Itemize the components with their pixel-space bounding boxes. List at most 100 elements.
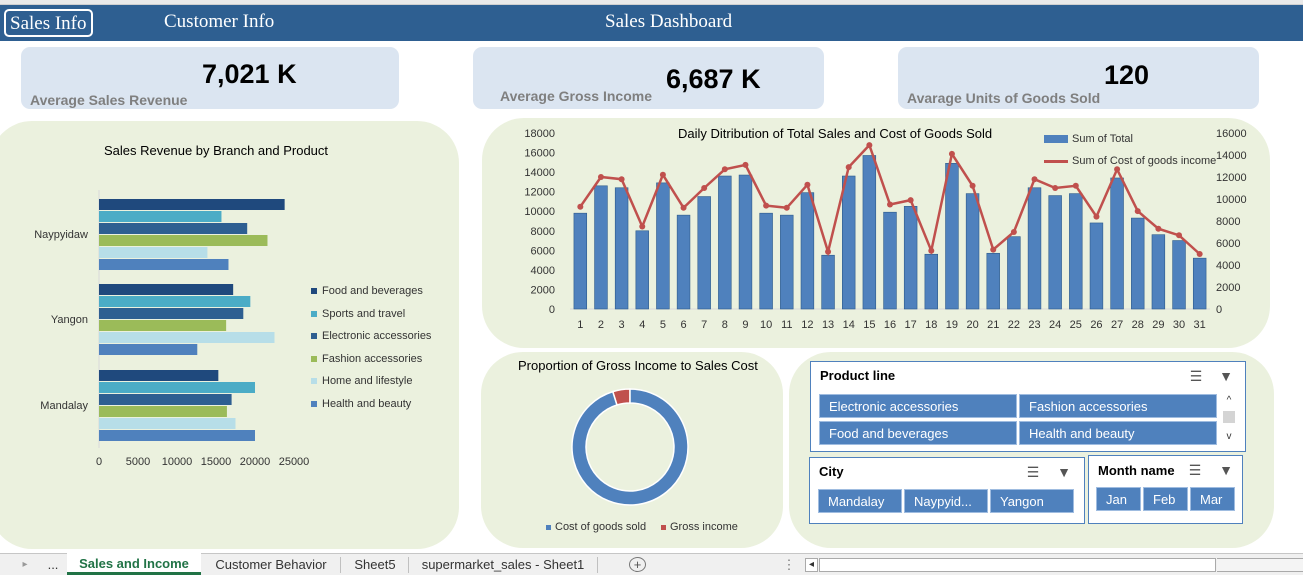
x-tick-label: 25 [1070,319,1082,331]
legend-item-health-and-beauty: Health and beauty [311,397,411,411]
legend-swatch [546,524,551,530]
x-tick-label: 16 [884,319,896,331]
bar-day-9 [738,174,753,310]
slicer-item-mandalay[interactable]: Mandalay [818,489,902,513]
x-tick-label: 31 [1194,319,1206,331]
line-point-day-27 [1114,166,1121,173]
y2-tick-label: 14000 [1216,150,1247,162]
donut-chart-title: Proportion of Gross Income to Sales Cost [518,358,758,373]
slicer-item-feb[interactable]: Feb [1143,487,1188,511]
scroll-left-button[interactable]: ◂ [805,558,818,572]
x-tick-label: 28 [1132,319,1144,331]
kpi-label: Average Sales Revenue [30,92,188,108]
slicer-item-electronic-accessories[interactable]: Electronic accessories [819,394,1017,418]
line-point-day-3 [618,176,625,183]
x-tick-label: 5 [660,319,666,331]
multi-select-icon[interactable]: ☰ [1189,368,1203,384]
add-sheet-button[interactable]: + [629,557,646,572]
x-tick-label: 20 [966,319,978,331]
nav-sales-info-button[interactable]: Sales Info [4,9,93,37]
multi-select-icon[interactable]: ☰ [1188,462,1202,478]
city-slicer: City ☰ ▼ Mandalay Naypyid... Yangon [809,457,1085,524]
tab-supermarket-sales[interactable]: supermarket_sales - Sheet1 [421,557,585,572]
horizontal-scrollbar[interactable] [819,558,1216,572]
bar-naypyidaw-health-and-beauty [99,259,229,270]
tab-sales-and-income[interactable]: Sales and Income [67,553,201,575]
x-tick-label: 17 [905,319,917,331]
tab-sheet5[interactable]: Sheet5 [354,557,396,572]
legend-item-fashion-accessories: Fashion accessories [311,352,422,366]
nav-customer-info-button[interactable]: Customer Info [164,11,275,32]
line-point-day-24 [1052,185,1059,191]
clear-filter-icon[interactable]: ▼ [1219,368,1233,384]
scroll-thumb[interactable] [1223,411,1235,423]
slicer-item-mar[interactable]: Mar [1190,487,1235,511]
bar-day-12 [800,192,815,310]
slicer-item-jan[interactable]: Jan [1096,487,1141,511]
options-icon[interactable]: ⋮ [782,557,796,572]
category-label-yangon: Yangon [51,314,88,326]
bar-naypyidaw-sports-and-travel [99,211,222,222]
line-point-day-31 [1196,251,1203,257]
line-point-day-1 [577,203,584,210]
x-tick-label: 8 [722,319,728,331]
line-point-day-25 [1072,182,1079,189]
x-tick-label: 20000 [240,456,271,468]
y2-tick-label: 2000 [1216,282,1240,294]
tab-customer-behavior[interactable]: Customer Behavior [215,557,327,572]
product-line-slicer-title: Product line [820,368,896,383]
slicer-item-food-and-beverages[interactable]: Food and beverages [819,421,1017,445]
legend-label: Sum of Cost of goods income [1072,155,1217,167]
legend-item-gross-income: Gross income [661,520,738,534]
branch-product-chart-title: Sales Revenue by Branch and Product [104,143,329,158]
y2-tick-label: 0 [1216,304,1222,316]
bar-day-15 [862,155,877,310]
y-tick-label: 14000 [524,167,555,179]
legend-swatch [311,333,317,340]
clear-filter-icon[interactable]: ▼ [1057,464,1071,480]
slicer-scrollbar[interactable]: ^ v [1221,394,1237,445]
line-point-day-17 [907,197,914,204]
x-tick-label: 22 [1008,319,1020,331]
bar-day-8 [718,175,732,310]
line-point-day-13 [825,248,832,255]
x-tick-label: 13 [822,319,834,331]
scroll-up-button[interactable]: ^ [1226,395,1232,406]
y2-tick-label: 8000 [1216,216,1240,228]
slice-cost-of-goods-sold [571,388,689,506]
bar-mandalay-food-and-beverages [99,370,219,381]
product-line-slicer: Product line ☰ ▼ Electronic accessories … [810,361,1246,452]
legend-label: Home and lifestyle [322,375,413,387]
clear-filter-icon[interactable]: ▼ [1219,462,1233,478]
sheet-tab-bar: ▸ ... Sales and Income Customer Behavior… [0,553,1303,575]
bar-day-2 [594,185,608,310]
multi-select-icon[interactable]: ☰ [1026,464,1040,480]
slicer-item-health-and-beauty[interactable]: Health and beauty [1019,421,1217,445]
x-tick-label: 19 [946,319,958,331]
legend-label: Food and beverages [322,285,423,297]
x-tick-label: 5000 [126,456,150,468]
slicer-item-yangon[interactable]: Yangon [990,489,1074,513]
line-point-day-11 [783,204,790,211]
x-tick-label: 10000 [162,456,193,468]
line-point-day-9 [742,161,749,168]
y-tick-label: 4000 [531,265,555,277]
bar-mandalay-fashion-accessories [99,406,227,417]
slicer-item-naypyidaw[interactable]: Naypyid... [904,489,988,513]
bar-day-19 [945,163,959,310]
legend-swatch [1044,159,1068,163]
line-point-day-20 [969,182,976,189]
legend-swatch [311,310,317,317]
kpi-card-sales-revenue: 7,021 K Average Sales Revenue [21,47,399,109]
y2-tick-label: 16000 [1216,128,1247,140]
scroll-down-button[interactable]: v [1226,431,1232,442]
y2-tick-label: 4000 [1216,260,1240,272]
x-tick-label: 4 [639,319,645,331]
horizontal-scroll-track[interactable] [1217,558,1303,572]
legend-label: Health and beauty [322,397,412,410]
y-tick-label: 6000 [531,245,555,257]
tab-nav-prev-button[interactable]: ▸ [22,559,28,570]
line-point-day-7 [701,185,708,191]
slicer-item-fashion-accessories[interactable]: Fashion accessories [1019,394,1217,418]
tab-more-button[interactable]: ... [47,557,59,572]
